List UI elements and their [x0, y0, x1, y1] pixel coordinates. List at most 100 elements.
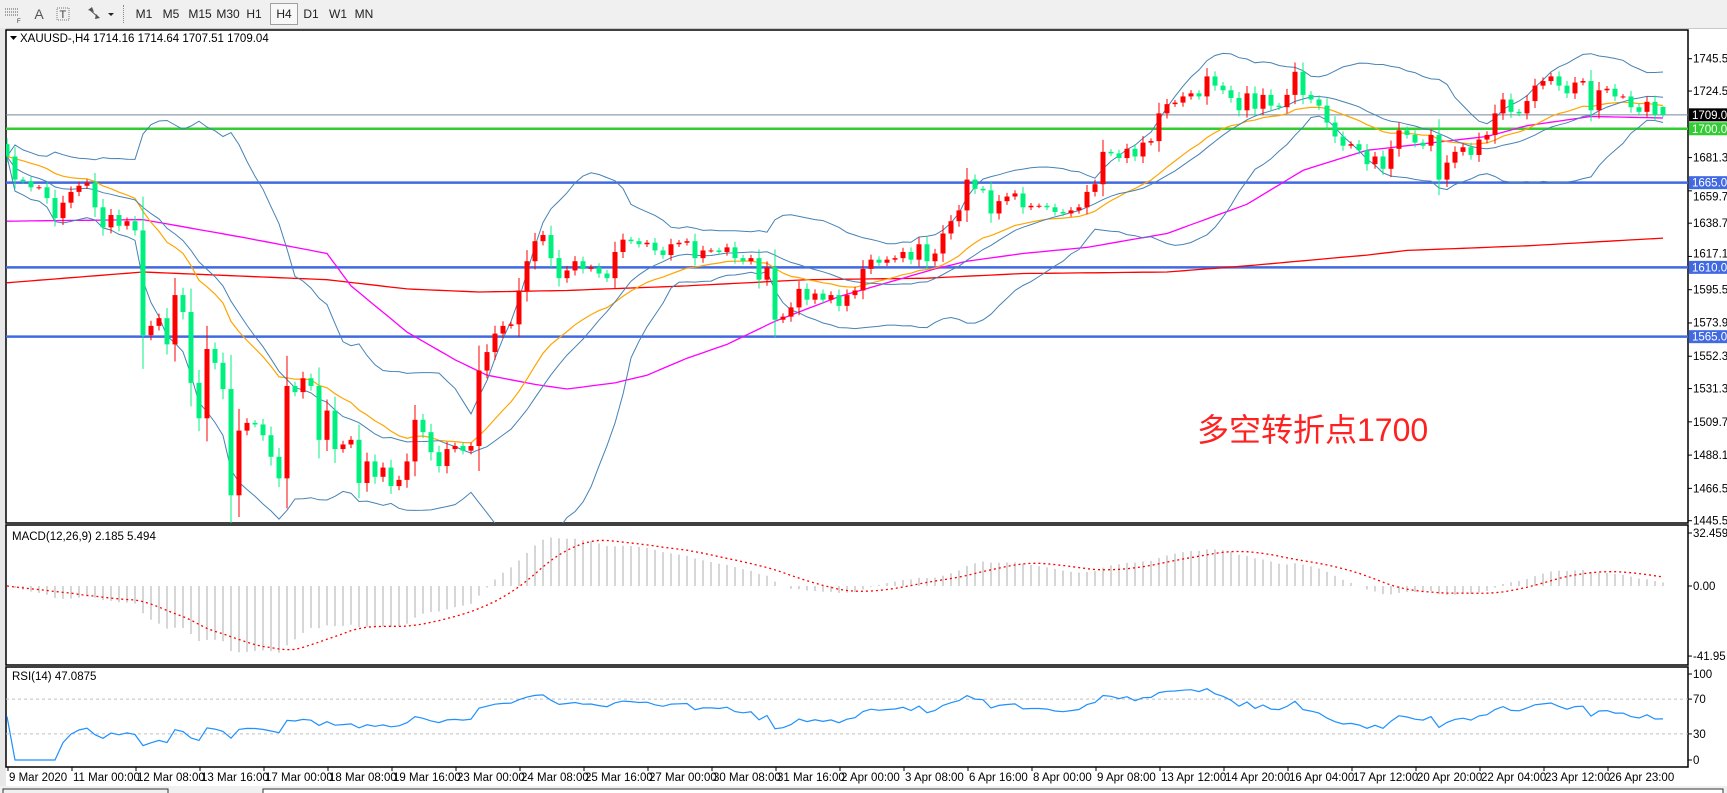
candle-body	[1084, 191, 1090, 208]
chart-tab[interactable]	[262, 788, 1724, 793]
candle-body	[508, 324, 514, 326]
timeframe-m5-button[interactable]: M5	[162, 7, 180, 21]
timeframe-w1-button[interactable]: W1	[329, 7, 347, 21]
candle-body	[612, 251, 618, 279]
level-label-1610: 1610.00	[1692, 262, 1727, 274]
candle	[724, 243, 730, 256]
candle	[908, 247, 914, 265]
candle	[1252, 86, 1258, 116]
candle-body	[1604, 88, 1610, 91]
left-border	[0, 28, 6, 788]
candle-body	[1076, 207, 1082, 211]
timeframe-m1-button[interactable]: M1	[135, 7, 153, 21]
candle-body	[812, 293, 818, 300]
candle-body	[1148, 141, 1154, 143]
candle	[356, 424, 362, 499]
candle-body	[1516, 111, 1522, 114]
candle	[1212, 71, 1218, 91]
rsi-axis-label: 70	[1693, 694, 1706, 706]
candle	[900, 247, 906, 263]
candle	[620, 233, 626, 258]
candle	[140, 196, 146, 369]
candle	[1604, 85, 1610, 94]
text-label-tool-icon[interactable]: T	[55, 4, 71, 24]
candle-body	[1620, 96, 1626, 98]
candle-body	[196, 382, 202, 419]
candle	[972, 174, 978, 194]
candle-body	[1452, 151, 1458, 163]
timeframe-m15-button[interactable]: M15	[188, 7, 212, 21]
candle	[636, 237, 642, 248]
candle	[884, 256, 890, 266]
candle-body	[1300, 71, 1306, 95]
rsi-header: RSI(14) 47.0875	[12, 671, 96, 683]
candle	[1228, 85, 1234, 103]
candle-body	[12, 156, 18, 180]
main-plot	[6, 52, 1688, 523]
candle-body	[1020, 193, 1026, 208]
rsi-axis-label: 30	[1693, 729, 1706, 741]
candle	[52, 189, 58, 227]
timeframe-mn-button[interactable]: MN	[354, 7, 374, 21]
candle	[300, 371, 306, 399]
candle	[1580, 78, 1586, 86]
candle-body	[324, 410, 330, 440]
candle	[1276, 102, 1282, 110]
timeframe-d1-button[interactable]: D1	[303, 7, 319, 21]
candle	[964, 168, 970, 222]
candle	[156, 313, 162, 331]
candle	[188, 288, 194, 407]
text-tool-icon[interactable]: A	[34, 6, 44, 22]
period-separator-icon[interactable]: F	[3, 4, 23, 25]
time-label: 17 Mar 00:00	[265, 772, 333, 784]
chevron-down-icon[interactable]	[108, 13, 114, 16]
candle	[996, 195, 1002, 220]
candle	[708, 248, 714, 253]
candle-body	[1612, 88, 1618, 97]
candle-body	[1316, 99, 1322, 106]
candle	[1412, 130, 1418, 148]
candle-body	[1412, 134, 1418, 143]
candle-body	[1196, 93, 1202, 97]
time-label: 19 Mar 16:00	[393, 772, 461, 784]
candle	[500, 321, 506, 339]
arrows-tool-icon[interactable]	[84, 4, 118, 24]
candle-body	[1180, 96, 1186, 103]
candle-body	[660, 250, 666, 256]
candle	[1172, 99, 1178, 107]
timeframe-h4-button[interactable]: H4	[270, 3, 298, 25]
candle-body	[860, 268, 866, 291]
candle	[276, 448, 282, 488]
candle	[916, 237, 922, 267]
candle	[980, 186, 986, 194]
macd-signal-line	[6, 539, 1664, 651]
timeframe-h1-button[interactable]: H1	[246, 7, 262, 21]
chart-tab[interactable]	[2, 788, 169, 793]
candle-body	[180, 295, 186, 313]
candle	[404, 453, 410, 488]
time-label: 17 Apr 12:00	[1353, 772, 1418, 784]
candle-body	[1276, 105, 1282, 108]
candle-body	[284, 385, 290, 479]
current-price-label: 1709.04	[1692, 110, 1727, 122]
chart-menu-triangle-icon[interactable]	[10, 36, 17, 40]
candle	[1196, 90, 1202, 100]
candle	[1652, 95, 1658, 122]
candle-body	[940, 233, 946, 254]
candle-body	[412, 419, 418, 462]
candle	[1284, 88, 1290, 114]
candle-body	[220, 362, 226, 390]
price-tick-label: 1638.70	[1693, 218, 1727, 230]
level-label-1700-bg	[1689, 122, 1727, 136]
timeframe-m30-button[interactable]: M30	[216, 7, 240, 21]
candle-body	[1292, 71, 1298, 95]
candle-body	[780, 316, 786, 320]
candle-body	[388, 467, 394, 487]
candle-body	[500, 325, 506, 334]
price-tick-label: 1509.70	[1693, 417, 1727, 429]
candle-body	[636, 241, 642, 245]
candle-body	[172, 295, 178, 345]
candle	[628, 236, 634, 244]
candle	[372, 454, 378, 484]
